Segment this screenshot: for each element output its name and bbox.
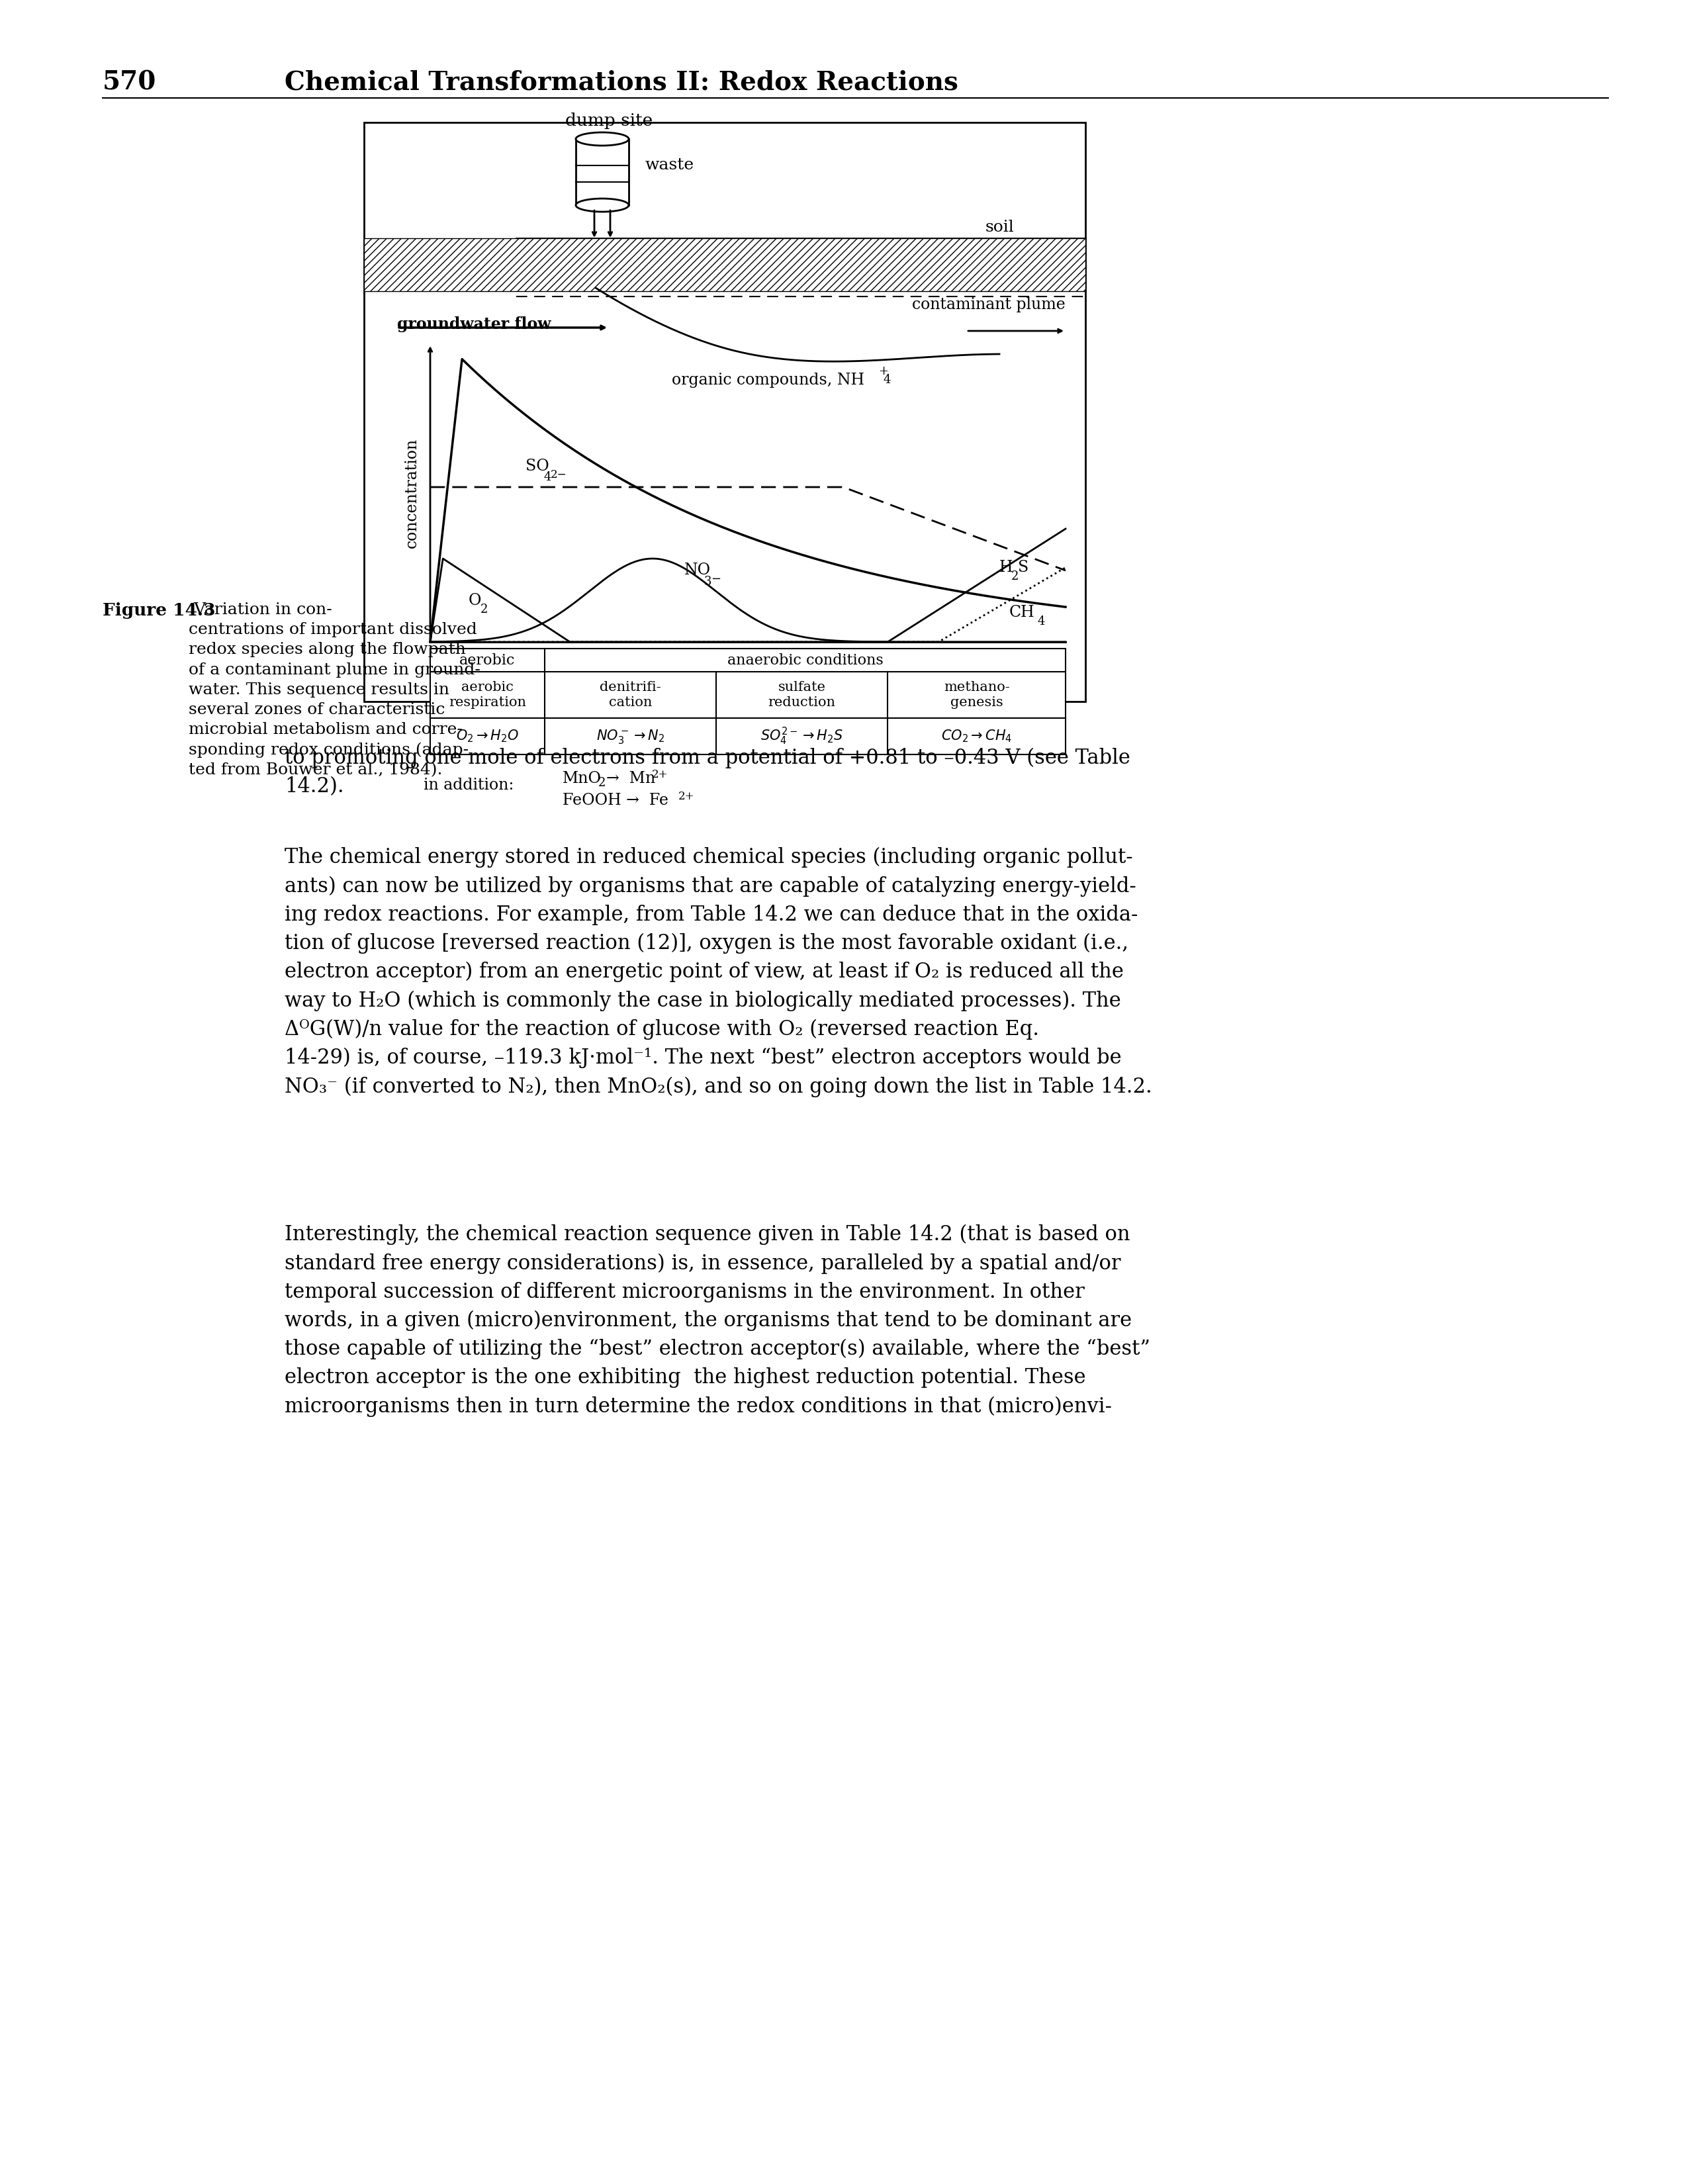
Bar [576,140,628,205]
Bar [365,238,1086,290]
Text: Interestingly, the chemical reaction sequence given in Table 14.2 (that is based: Interestingly, the chemical reaction seq… [284,1225,1150,1417]
Text: in addition:: in addition: [424,778,513,793]
Text: anaerobic conditions: anaerobic conditions [726,653,883,668]
Text: methano-
genesis: methano- genesis [944,681,1010,710]
Text: groundwater flow: groundwater flow [397,317,551,332]
Text: 570: 570 [103,70,157,94]
Ellipse shape [576,133,628,146]
Text: $O_2 \rightarrow H_2O$: $O_2 \rightarrow H_2O$ [456,729,519,745]
Text: O: O [468,592,481,607]
Text: 4: 4 [883,373,890,387]
Text: H: H [1000,559,1013,574]
Text: S: S [1018,559,1029,574]
Text: waste: waste [645,157,694,173]
Text: Figure 14.3: Figure 14.3 [103,603,216,618]
Ellipse shape [576,199,628,212]
Text: organic compounds, NH: organic compounds, NH [672,371,865,387]
Text: SO: SO [525,459,549,474]
Text: $SO_4^{2-} \rightarrow H_2S$: $SO_4^{2-} \rightarrow H_2S$ [760,725,843,747]
Text: 2+: 2+ [652,769,669,780]
Text: Variation in con-
centrations of important dissolved
redox species along the flo: Variation in con- centrations of importa… [189,603,480,778]
Text: $CO_2 \rightarrow CH_4$: $CO_2 \rightarrow CH_4$ [941,729,1012,745]
Text: $NO_3^- \rightarrow N_2$: $NO_3^- \rightarrow N_2$ [596,727,664,745]
Text: 2+: 2+ [679,791,694,802]
Text: NO: NO [684,563,711,579]
Text: to promoting one mole of electrons from a potential of +0.81 to –0.43 V (see Tab: to promoting one mole of electrons from … [284,747,1130,797]
Text: concentration: concentration [404,439,419,548]
Text: denitrifi-
cation: denitrifi- cation [600,681,660,710]
Text: →  Mn: → Mn [606,771,655,786]
Text: −: − [711,572,721,585]
Text: soil: soil [985,221,1013,236]
Text: Chemical Transformations II: Redox Reactions: Chemical Transformations II: Redox React… [284,70,958,94]
Text: The chemical energy stored in reduced chemical species (including organic pollut: The chemical energy stored in reduced ch… [284,847,1152,1096]
Text: 4: 4 [544,472,552,483]
Bar [365,122,1086,701]
Text: dump site: dump site [566,114,652,129]
Text: 2: 2 [480,603,488,616]
Bar [431,649,1066,753]
Text: MnO: MnO [562,771,601,786]
Text: CH: CH [1010,605,1035,620]
Text: 2: 2 [1012,570,1018,583]
Text: aerobic: aerobic [459,653,515,668]
Text: sulfate
reduction: sulfate reduction [768,681,836,710]
Text: 4: 4 [1037,616,1044,627]
Text: 2−: 2− [551,470,568,480]
Text: 2: 2 [598,778,606,788]
Text: FeOOH →  Fe: FeOOH → Fe [562,793,669,808]
Text: aerobic
respiration: aerobic respiration [449,681,525,710]
Text: 3: 3 [704,577,711,587]
Text: +: + [878,365,888,378]
Text: contaminant plume: contaminant plume [912,297,1066,312]
